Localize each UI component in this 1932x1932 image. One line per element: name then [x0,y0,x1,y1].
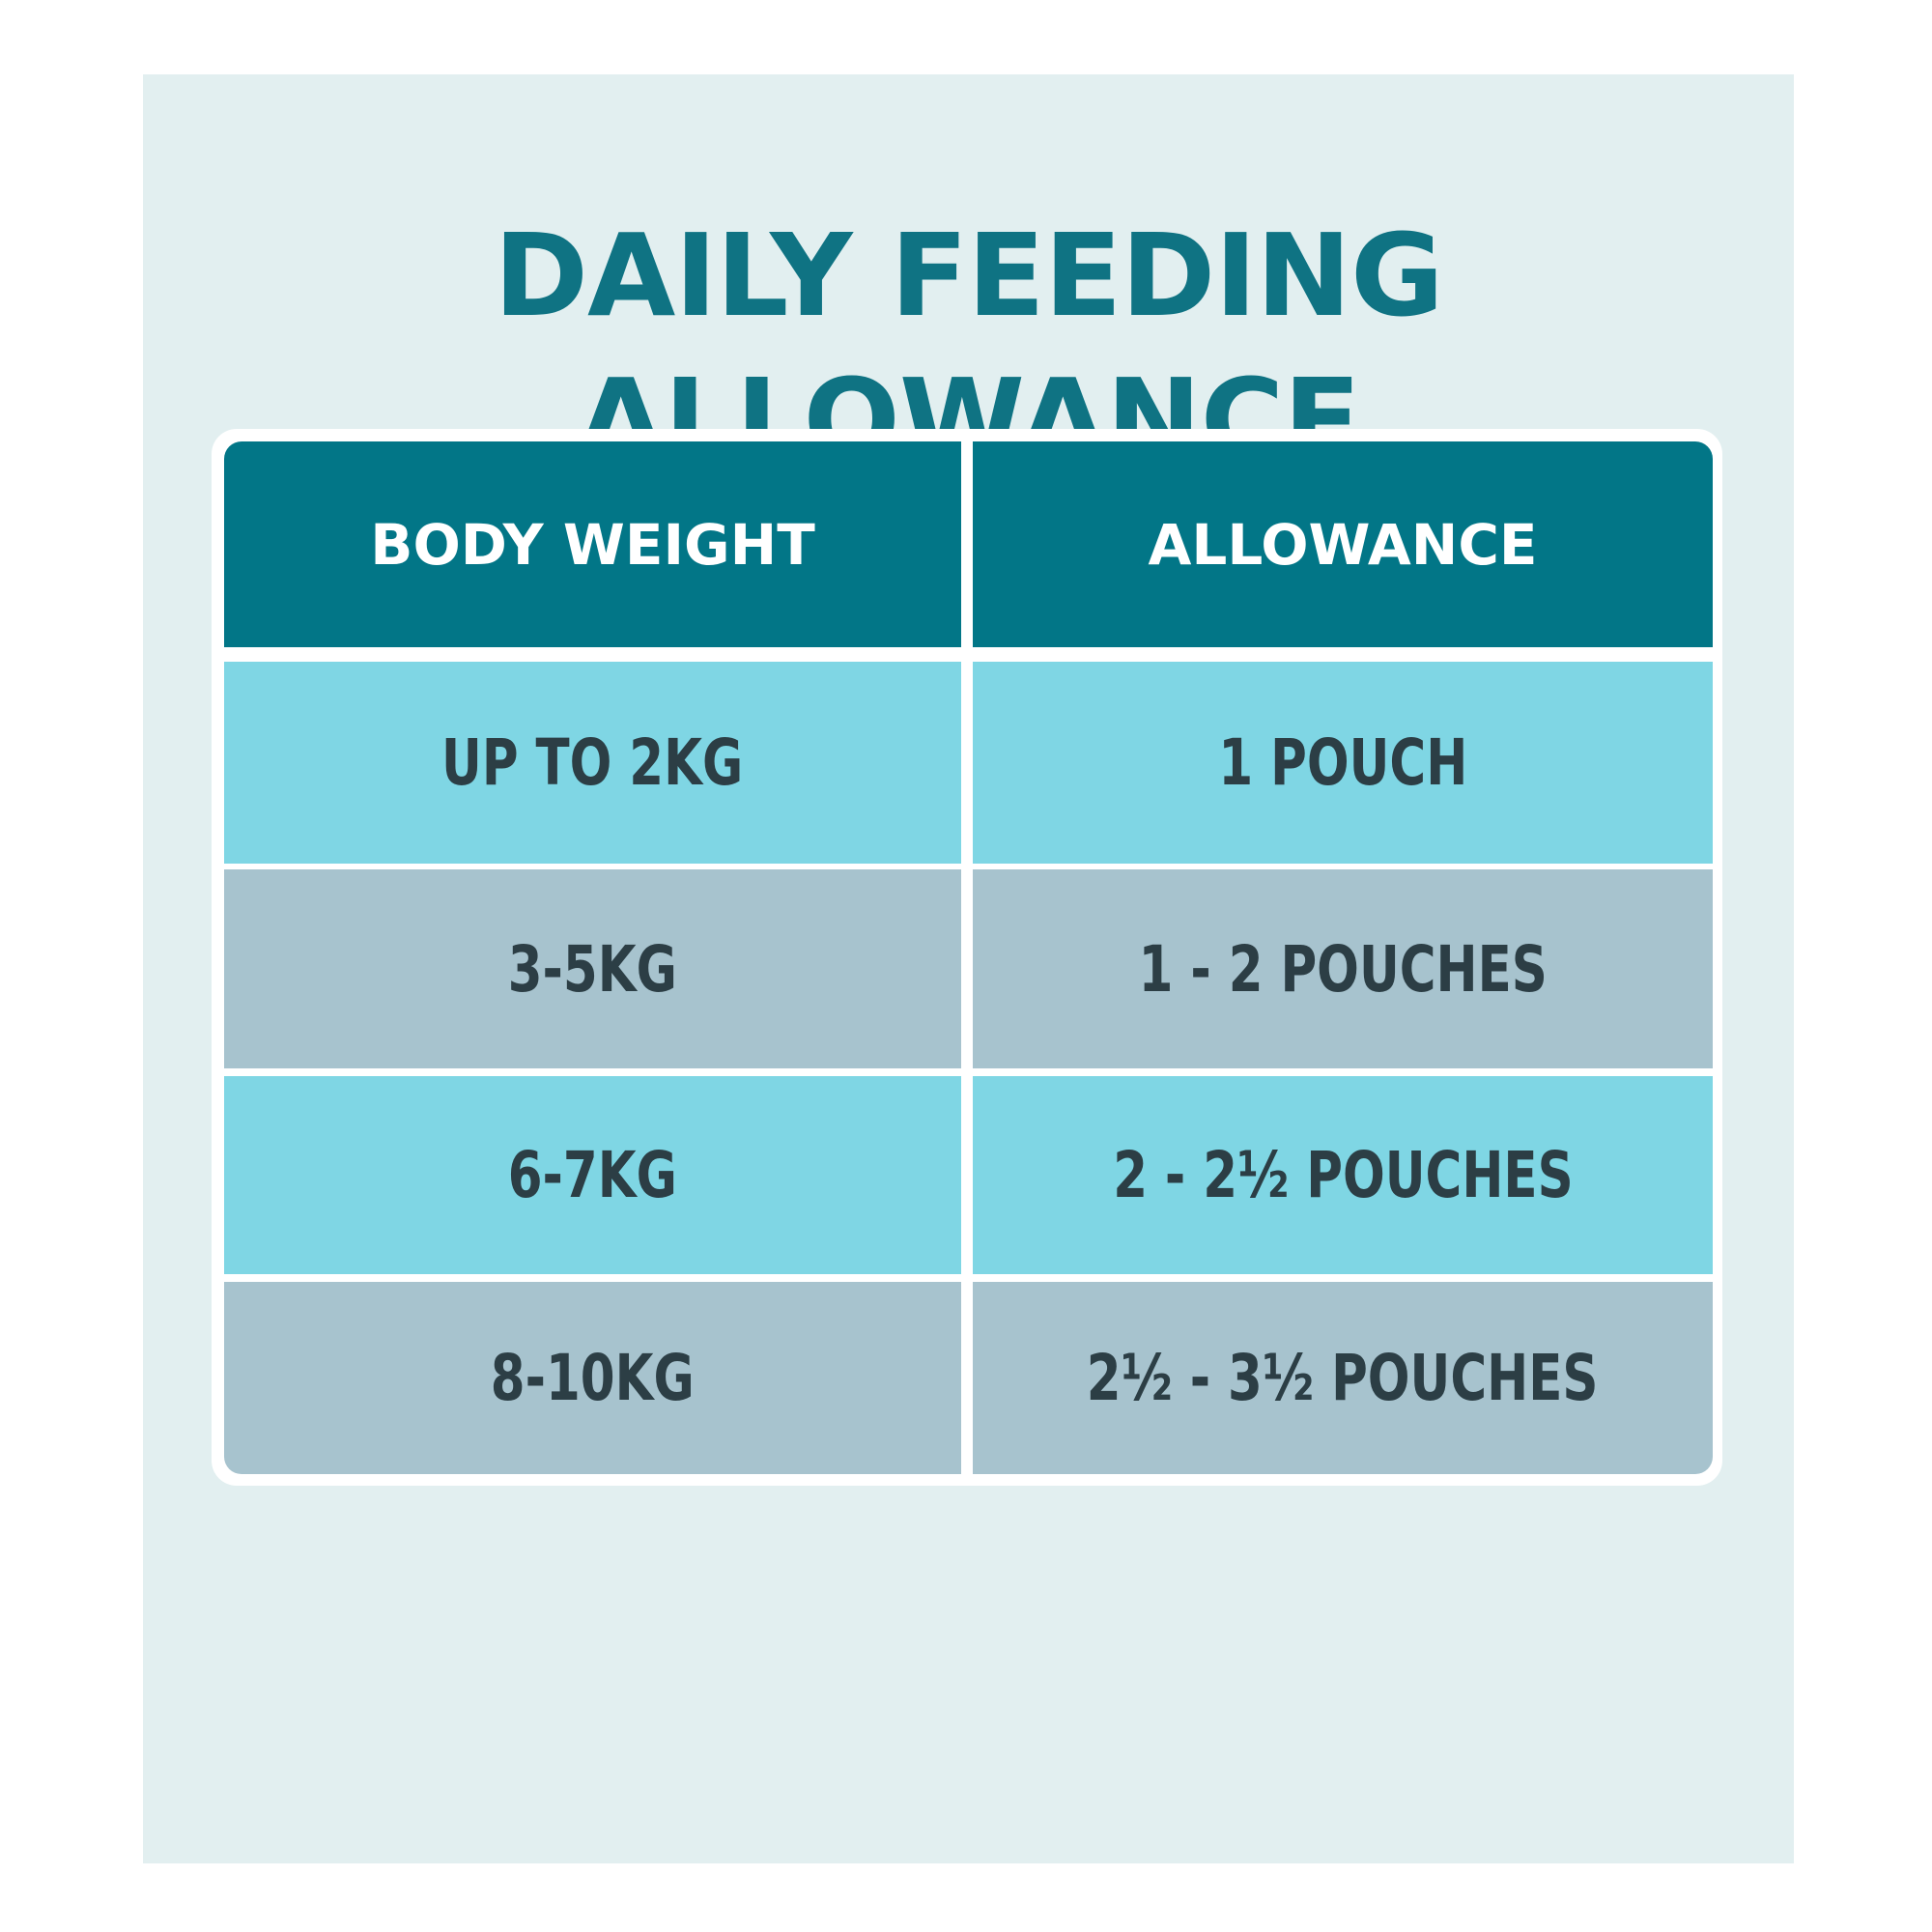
cell-text: UP TO 2KG [441,725,744,800]
table-cell: 1 POUCH [973,662,1713,864]
header-cell: ALLOWANCE [973,441,1713,647]
table-cell: 6-7KG [224,1076,961,1274]
header-cell: BODY WEIGHT [224,441,961,647]
table-cell: 2 - 2½ POUCHES [973,1076,1713,1274]
table-cell: 2½ - 3½ POUCHES [973,1282,1713,1474]
table-cell: 3-5KG [224,869,961,1068]
cell-text: 6-7KG [507,1138,678,1212]
table-cell: 8-10KG [224,1282,961,1474]
cell-text: 2½ - 3½ POUCHES [1087,1341,1599,1415]
table-cell: 1 - 2 POUCHES [973,869,1713,1068]
table-cell: UP TO 2KG [224,662,961,864]
cell-text: 1 - 2 POUCHES [1138,931,1548,1007]
cell-text: 8-10KG [491,1341,695,1415]
cell-text: 1 POUCH [1218,725,1467,800]
cell-text: 2 - 2½ POUCHES [1112,1138,1574,1212]
cell-text: 3-5KG [507,931,678,1007]
